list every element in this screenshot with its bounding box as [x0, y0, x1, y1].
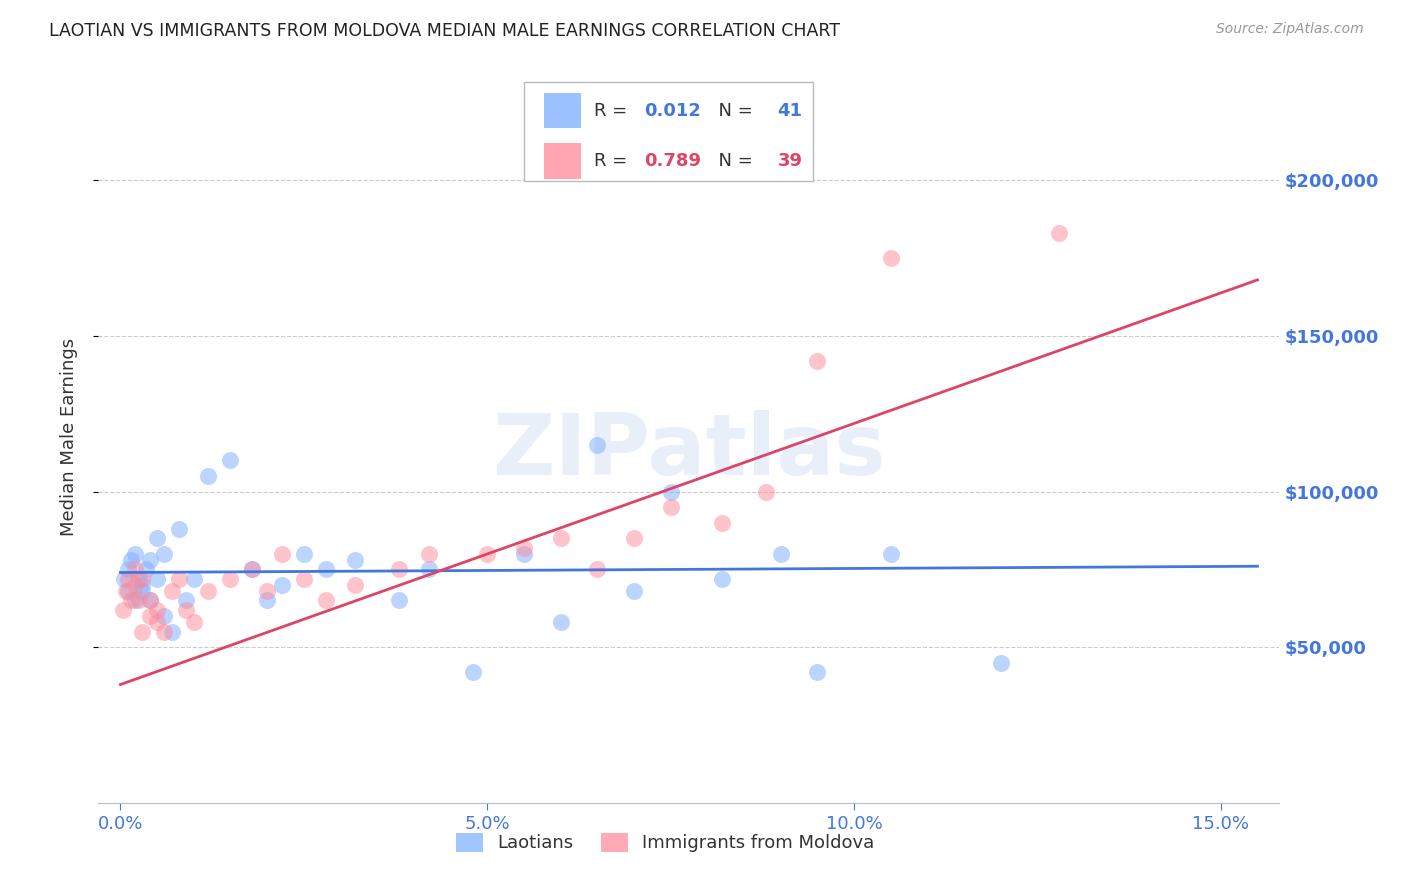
- Point: [659, 484, 682, 499]
- Point: [388, 593, 411, 607]
- Point: [146, 603, 169, 617]
- Point: [197, 469, 219, 483]
- Text: N =: N =: [707, 102, 758, 120]
- Point: [153, 547, 176, 561]
- Point: [160, 584, 183, 599]
- Point: [176, 593, 198, 607]
- Point: [197, 584, 219, 599]
- Point: [146, 531, 169, 545]
- Point: [879, 251, 901, 265]
- FancyBboxPatch shape: [544, 144, 582, 178]
- Point: [256, 593, 278, 607]
- Point: [461, 665, 484, 679]
- Y-axis label: Median Male Earnings: Median Male Earnings: [59, 338, 77, 536]
- Point: [167, 522, 190, 536]
- Point: [586, 438, 609, 452]
- Text: R =: R =: [595, 152, 634, 170]
- Point: [219, 572, 242, 586]
- Point: [710, 572, 733, 586]
- Text: 41: 41: [778, 102, 803, 120]
- Point: [117, 584, 139, 599]
- Point: [315, 562, 337, 576]
- Point: [117, 572, 139, 586]
- Point: [111, 603, 134, 617]
- Point: [128, 593, 150, 607]
- Point: [120, 553, 142, 567]
- Point: [550, 531, 572, 545]
- Point: [131, 624, 153, 639]
- Point: [806, 354, 828, 368]
- Text: R =: R =: [595, 102, 634, 120]
- Point: [242, 562, 264, 576]
- Legend: Laotians, Immigrants from Moldova: Laotians, Immigrants from Moldova: [449, 826, 882, 860]
- Point: [131, 578, 153, 592]
- Text: ZIPatlas: ZIPatlas: [492, 410, 886, 493]
- Point: [124, 593, 146, 607]
- Point: [117, 562, 139, 576]
- Point: [183, 615, 205, 630]
- Point: [710, 516, 733, 530]
- Point: [418, 562, 440, 576]
- Point: [176, 603, 198, 617]
- Point: [146, 615, 169, 630]
- Point: [139, 553, 162, 567]
- Point: [135, 562, 157, 576]
- FancyBboxPatch shape: [544, 93, 582, 128]
- Text: Source: ZipAtlas.com: Source: ZipAtlas.com: [1216, 22, 1364, 37]
- Point: [270, 578, 292, 592]
- Text: 39: 39: [778, 152, 803, 170]
- Point: [124, 547, 146, 561]
- Point: [270, 547, 292, 561]
- Point: [139, 609, 162, 624]
- Point: [806, 665, 828, 679]
- Point: [120, 593, 142, 607]
- Point: [124, 578, 146, 592]
- Point: [131, 584, 153, 599]
- Point: [513, 541, 536, 555]
- Point: [315, 593, 337, 607]
- Point: [139, 593, 162, 607]
- Point: [513, 547, 536, 561]
- Point: [990, 656, 1012, 670]
- Point: [623, 584, 645, 599]
- Point: [292, 547, 315, 561]
- Point: [755, 484, 778, 499]
- Point: [124, 562, 146, 576]
- Point: [418, 547, 440, 561]
- Point: [242, 562, 264, 576]
- Point: [183, 572, 205, 586]
- Point: [388, 562, 411, 576]
- Point: [1047, 226, 1070, 240]
- Point: [344, 553, 367, 567]
- Point: [153, 609, 176, 624]
- Point: [550, 615, 572, 630]
- FancyBboxPatch shape: [523, 82, 813, 181]
- Point: [146, 572, 169, 586]
- Point: [131, 572, 153, 586]
- Point: [344, 578, 367, 592]
- Point: [167, 572, 190, 586]
- Point: [219, 453, 242, 467]
- Text: LAOTIAN VS IMMIGRANTS FROM MOLDOVA MEDIAN MALE EARNINGS CORRELATION CHART: LAOTIAN VS IMMIGRANTS FROM MOLDOVA MEDIA…: [49, 22, 841, 40]
- Text: 0.789: 0.789: [644, 152, 702, 170]
- Point: [477, 547, 499, 561]
- Point: [112, 572, 135, 586]
- Text: 0.012: 0.012: [644, 102, 702, 120]
- Point: [139, 593, 162, 607]
- Point: [115, 584, 138, 599]
- Point: [659, 500, 682, 515]
- Point: [879, 547, 901, 561]
- Point: [160, 624, 183, 639]
- Point: [128, 572, 150, 586]
- Point: [153, 624, 176, 639]
- Point: [256, 584, 278, 599]
- Text: N =: N =: [707, 152, 758, 170]
- Point: [586, 562, 609, 576]
- Point: [769, 547, 792, 561]
- Point: [292, 572, 315, 586]
- Point: [623, 531, 645, 545]
